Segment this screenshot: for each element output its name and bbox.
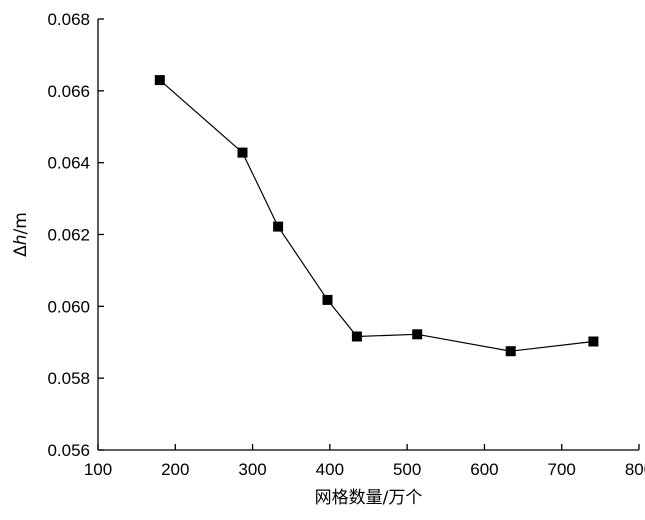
data-point: [412, 329, 423, 340]
series-line: [159, 79, 594, 352]
x-tick-label: 100: [84, 460, 112, 479]
y-tick-label: 0.068: [47, 10, 90, 29]
y-tick-label: 0.062: [47, 226, 90, 245]
y-tick-label: 0.056: [47, 441, 90, 460]
x-tick-label: 200: [161, 460, 189, 479]
y-axis-ticks: 0.056 0.058 0.060 0.062 0.064 0.066 0.068: [47, 10, 104, 460]
x-tick-label: 700: [548, 460, 576, 479]
data-point: [154, 75, 165, 86]
x-tick-label: 600: [470, 460, 498, 479]
data-point: [237, 147, 248, 158]
y-tick-label: 0.060: [47, 297, 90, 316]
x-tick-label: 500: [393, 460, 421, 479]
data-point: [588, 336, 599, 347]
x-axis-ticks: 100 200 300 400 500 600 700 800: [84, 444, 645, 479]
data-point: [351, 331, 362, 342]
data-point: [505, 346, 516, 357]
x-tick-label: 400: [316, 460, 344, 479]
x-tick-label: 300: [238, 460, 266, 479]
y-tick-label: 0.066: [47, 82, 90, 101]
y-tick-label: 0.058: [47, 369, 90, 388]
data-markers: [154, 75, 599, 357]
y-axis-title: Δh/m: [11, 212, 31, 257]
data-point: [322, 294, 333, 305]
x-tick-label: 800: [625, 460, 645, 479]
data-point: [273, 221, 284, 232]
x-axis-title: 网格数量/万个: [315, 488, 423, 508]
y-tick-label: 0.064: [47, 154, 90, 173]
